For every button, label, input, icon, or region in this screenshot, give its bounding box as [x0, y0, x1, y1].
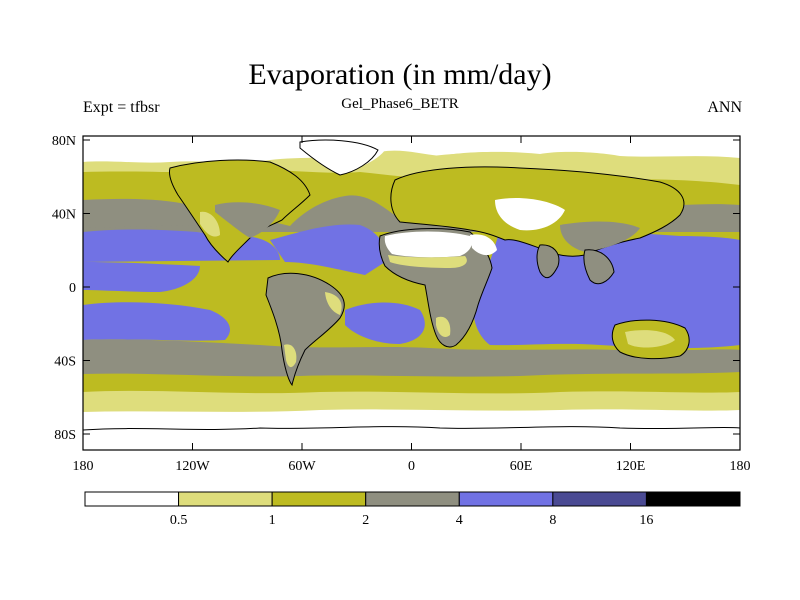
- us-southwest-pale: [200, 211, 220, 237]
- india: [536, 244, 560, 279]
- lat-label: 40S: [54, 355, 76, 370]
- lon-label: 60W: [288, 459, 316, 474]
- sahara-white: [384, 231, 472, 258]
- colorbar-label: 0.5: [170, 513, 188, 528]
- lon-label: 60E: [510, 459, 533, 474]
- colorbar-swatch: [178, 491, 273, 507]
- lon-label: 120W: [175, 459, 210, 474]
- lat-label: 40N: [52, 208, 76, 223]
- us-grey-region: [215, 202, 280, 238]
- lon-label: 180: [730, 459, 751, 474]
- colorbar-label: 1: [269, 513, 276, 528]
- patagonia-pale: [284, 344, 297, 368]
- asia-grey: [560, 221, 640, 252]
- latitude-axis: 80N 40N 0 40S 80S: [52, 134, 740, 443]
- lat-label: 80N: [52, 134, 76, 149]
- lat-label: 80S: [54, 428, 76, 443]
- colorbar-swatch: [552, 491, 647, 507]
- lon-label: 180: [73, 459, 94, 474]
- antarctica-coast: [83, 426, 740, 431]
- colorbar-swatch: [458, 491, 554, 507]
- central-asia-white: [495, 198, 565, 231]
- colorbar-swatch: [645, 491, 741, 507]
- australia-pale: [625, 330, 675, 348]
- southern-low-band: [83, 390, 740, 412]
- map-subtitle: Gel_Phase6_BETR: [341, 96, 459, 112]
- southeast-asia: [583, 249, 615, 285]
- south-mid-band: [83, 339, 740, 377]
- colorbar-label: 8: [549, 513, 556, 528]
- sahara-pale: [388, 255, 467, 268]
- contour-fields: [83, 136, 740, 450]
- colorbar-swatch: [84, 491, 180, 507]
- south-atlantic-high: [345, 302, 425, 344]
- colorbar-label: 4: [456, 513, 463, 528]
- arctic-white: [83, 136, 740, 163]
- season-label: ANN: [707, 99, 742, 116]
- lon-label: 0: [408, 459, 415, 474]
- colorbar-label: 16: [639, 513, 653, 528]
- longitude-axis: 180 120W 60W 0 60E 120E 180: [73, 136, 751, 474]
- north-pacific-grey: [83, 198, 200, 228]
- colorbar-swatch: [271, 491, 367, 507]
- south-america: [265, 272, 345, 387]
- lat-label: 0: [69, 281, 76, 296]
- kalahari-pale: [436, 316, 451, 337]
- colorbar-label: 2: [362, 513, 369, 528]
- brazil-pale: [325, 292, 342, 315]
- greenland: [299, 139, 379, 176]
- map-title: Evaporation (in mm/day): [248, 58, 552, 91]
- colorbar-swatch: [365, 491, 460, 507]
- south-pacific-high: [83, 302, 230, 341]
- atlantic-high: [270, 224, 387, 275]
- colorbar: 0.5 1 2 4 8 16: [84, 491, 741, 528]
- arabia-white: [470, 234, 497, 256]
- antarctic-white: [83, 409, 740, 450]
- east-pacific-high: [83, 262, 200, 292]
- lon-label: 120E: [616, 459, 646, 474]
- indian-pacific-high: [473, 229, 740, 349]
- experiment-label: Expt = tfbsr: [83, 99, 160, 116]
